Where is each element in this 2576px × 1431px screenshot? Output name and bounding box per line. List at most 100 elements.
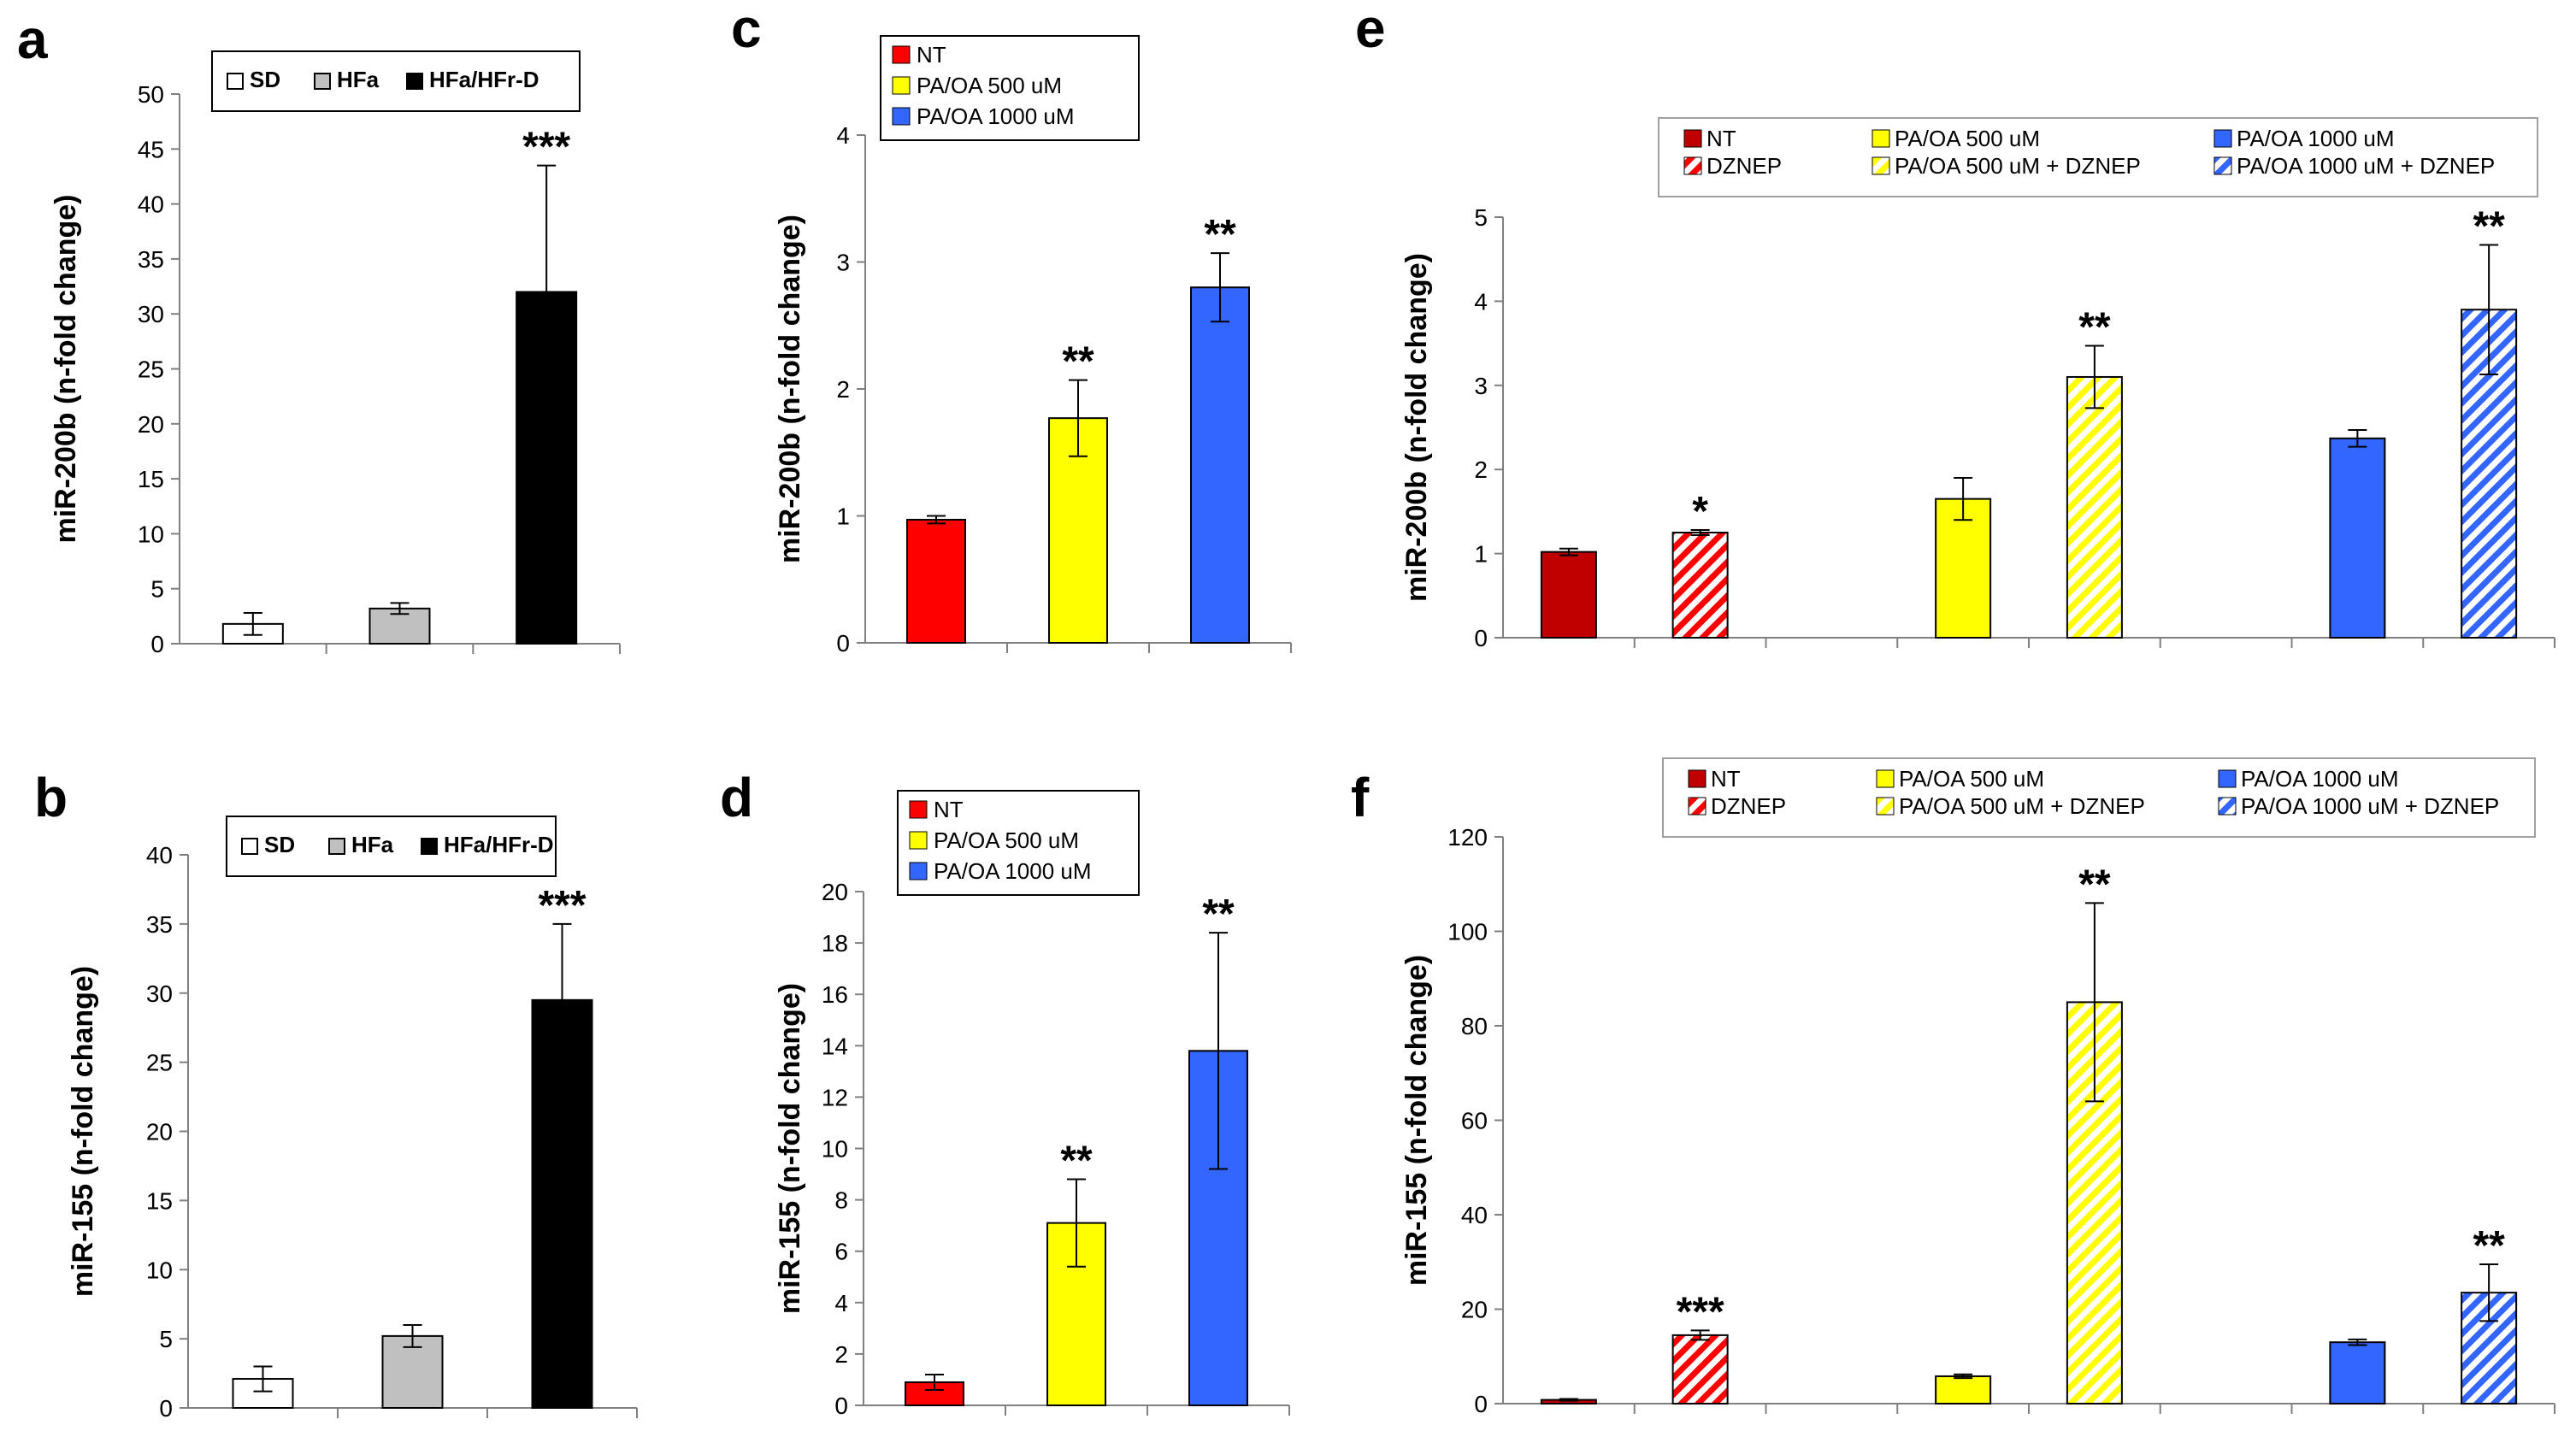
legend: SD HFa HFa/HFr-D: [211, 50, 581, 112]
legend-item: PA/OA 500 uM: [1899, 766, 2044, 792]
y-tick-label: 40: [138, 191, 164, 218]
bar-nt: [1540, 551, 1597, 639]
legend-swatch: [909, 800, 928, 819]
legend-item: PA/OA 500 uM: [934, 827, 1079, 853]
y-tick-label: 20: [146, 1119, 173, 1145]
legend-box: [880, 35, 1140, 141]
legend-box: [897, 790, 1140, 896]
y-tick-label: 10: [822, 1136, 848, 1163]
y-tick-label: 4: [834, 1290, 848, 1316]
legend-item: NT: [917, 42, 946, 68]
y-axis-label: miR-155 (n-fold change): [774, 983, 806, 1314]
panel-letter-c: c: [731, 0, 762, 59]
chart-panel-c: c 0 1 2 3 4 miR-200b (n-fold change) ** ** NT PA/O…: [731, 0, 1292, 657]
bar-pa-oa-500-um: [1935, 498, 1992, 639]
y-tick-label: 5: [1474, 204, 1488, 231]
legend-box: [226, 816, 557, 877]
y-tick-label: 30: [146, 980, 173, 1007]
bar-dznep: [1671, 532, 1729, 639]
legend-swatch: [1683, 129, 1702, 148]
legend-swatch: [892, 76, 911, 95]
legend-swatch: [1876, 797, 1895, 816]
legend-item: HFa: [337, 67, 380, 92]
y-tick-label: 5: [159, 1326, 173, 1352]
legend-item: PA/OA 1000 uM: [917, 103, 1075, 129]
significance-stars: **: [1060, 1139, 1093, 1184]
y-tick-label: 2: [836, 376, 850, 403]
y-tick-label: 0: [159, 1395, 173, 1422]
y-tick-label: 4: [836, 122, 850, 149]
y-tick-label: 35: [138, 246, 164, 273]
y-tick-label: 20: [1461, 1297, 1488, 1323]
chart-panel-b: b 0 5 10 15 20 25 30 35 40 miR-155 (n-fold change)…: [34, 767, 638, 1422]
y-tick-label: 100: [1447, 919, 1488, 945]
y-tick-label: 30: [138, 301, 164, 327]
y-tick-label: 14: [822, 1033, 848, 1059]
y-tick-label: 40: [1461, 1202, 1488, 1228]
significance-stars: ***: [538, 883, 586, 928]
y-tick-label: 4: [1474, 288, 1488, 315]
y-tick-label: 15: [146, 1187, 173, 1214]
significance-stars: **: [2473, 203, 2505, 249]
bar-hfa: [381, 1334, 444, 1410]
panel-letter-a: a: [17, 9, 48, 70]
y-tick-label: 1: [836, 504, 850, 530]
y-tick-label: 45: [138, 136, 164, 162]
legend-item: PA/OA 1000 uM + DZNEP: [2237, 153, 2495, 179]
legend-swatch: [2213, 129, 2232, 148]
legend-item: PA/OA 1000 uM: [934, 858, 1092, 884]
legend-item: PA/OA 1000 uM: [2241, 766, 2399, 792]
y-tick-label: 18: [822, 930, 848, 957]
legend-swatch: [1876, 769, 1895, 788]
bar-pa-oa-1000-um: [2329, 437, 2386, 639]
bar-nt: [906, 518, 966, 645]
y-tick-label: 12: [822, 1084, 848, 1110]
significance-stars: ***: [1677, 1289, 1724, 1334]
bar-dznep: [1671, 1334, 1729, 1404]
legend-item: PA/OA 1000 uM + DZNEP: [2241, 793, 2499, 819]
y-tick-label: 25: [146, 1050, 173, 1076]
y-tick-label: 0: [1474, 1391, 1488, 1417]
chart-panel-d: d 0 2 4 6 8 10 12 14 16 18 20 miR-155 (n-fold change…: [720, 767, 1290, 1419]
y-tick-label: 80: [1461, 1013, 1488, 1039]
chart-panel-a: a 0 5 10 15 20 25 30 35 40 45 50 miR-200b (n-fold ch…: [17, 9, 621, 657]
legend-item: HFa/HFr-D: [444, 832, 554, 857]
legend-swatch: [421, 838, 438, 855]
legend-swatch: [2213, 156, 2232, 175]
legend-item: NT: [1711, 766, 1741, 792]
y-tick-label: 0: [834, 1393, 848, 1419]
legend-box: [1662, 757, 2536, 838]
legend-item: SD: [250, 67, 280, 92]
y-tick-label: 6: [834, 1239, 848, 1265]
legend-swatch: [1688, 797, 1707, 816]
legend-swatch: [406, 73, 423, 90]
legend-swatch: [227, 73, 244, 90]
y-tick-label: 0: [150, 631, 164, 657]
y-tick-label: 5: [150, 576, 164, 603]
y-axis-label: miR-155 (n-fold change): [1400, 955, 1433, 1286]
significance-stars: *: [1692, 489, 1708, 534]
y-tick-label: 8: [834, 1187, 848, 1214]
legend-item: HFa/HFr-D: [429, 67, 539, 92]
y-tick-label: 120: [1447, 824, 1488, 851]
y-tick-label: 0: [1474, 625, 1488, 651]
legend-item: NT: [1707, 126, 1736, 151]
y-tick-label: 50: [138, 81, 164, 108]
legend: NT PA/OA 500 uM PA/OA 1000 uM: [880, 35, 1140, 141]
panel-letter-d: d: [720, 767, 753, 828]
legend: SD HFa HFa/HFr-D: [226, 816, 557, 877]
y-axis-label: miR-200b (n-fold change): [774, 215, 806, 563]
legend-item: PA/OA 500 uM: [917, 73, 1062, 98]
legend-swatch: [1683, 156, 1702, 175]
legend-item: NT: [934, 797, 964, 822]
panel-letter-f: f: [1351, 767, 1370, 828]
y-tick-label: 3: [1474, 373, 1488, 399]
panel-letter-e: e: [1355, 0, 1386, 59]
legend-swatch: [1872, 156, 1890, 175]
bar-pa-oa-1000-um: [2329, 1341, 2386, 1405]
y-tick-label: 60: [1461, 1108, 1488, 1134]
bar-pa-oa-500-um-dznep: [2066, 375, 2123, 639]
y-tick-label: 10: [138, 521, 164, 547]
